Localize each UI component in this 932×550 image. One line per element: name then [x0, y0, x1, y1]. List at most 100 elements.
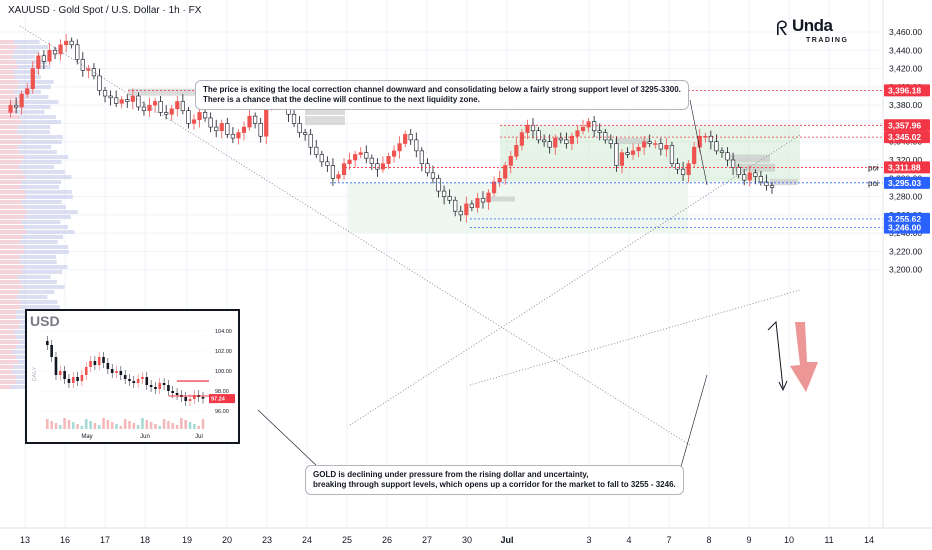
vp-bar — [0, 55, 35, 59]
callout-line — [689, 99, 708, 186]
vp-bar-sell — [0, 315, 17, 319]
inset-volume — [184, 420, 188, 429]
candle-body — [130, 95, 135, 102]
vp-bar-sell — [0, 210, 28, 214]
x-tick: 4 — [626, 535, 631, 545]
inset-body — [132, 381, 136, 383]
vp-bar — [0, 50, 40, 54]
vp-bar — [0, 140, 62, 144]
x-tick: 18 — [140, 535, 150, 545]
vp-bar-sell — [0, 165, 19, 169]
vp-bar — [0, 75, 41, 79]
inset-volume — [171, 423, 175, 429]
inset-body — [97, 357, 101, 365]
candle-body — [380, 163, 386, 170]
candle-body — [519, 132, 524, 146]
candle-body — [608, 139, 613, 144]
candle-body — [186, 110, 191, 124]
vp-bar — [0, 240, 58, 244]
x-tick: 17 — [100, 535, 110, 545]
vp-bar-sell — [0, 215, 25, 219]
candle-body — [125, 99, 130, 102]
candle-body — [414, 139, 419, 152]
vp-bar — [0, 190, 72, 194]
inset-body — [175, 393, 179, 395]
vp-bar — [0, 315, 46, 319]
candle-body — [525, 124, 530, 133]
vp-bar — [0, 220, 61, 224]
inset-volume — [106, 420, 110, 429]
supply-block — [730, 154, 770, 163]
vp-bar-sell — [0, 180, 22, 184]
candle-body — [469, 203, 474, 208]
x-tick: Jul — [500, 535, 513, 545]
inset-volume — [193, 424, 196, 429]
vp-bar — [0, 130, 50, 134]
vp-bar-sell — [0, 365, 14, 369]
vp-bar-sell — [0, 360, 18, 364]
x-tick: 3 — [586, 535, 591, 545]
vp-bar-sell — [0, 65, 18, 69]
zones — [128, 88, 800, 234]
vp-bar-sell — [0, 320, 20, 324]
inset-volume — [46, 419, 49, 429]
candle-body — [219, 123, 224, 132]
candle-body — [636, 146, 641, 152]
inset-volume — [93, 423, 97, 429]
candle-body — [386, 156, 391, 164]
vp-bar-sell — [0, 55, 13, 59]
candle-body — [425, 163, 430, 174]
y-tick: 3,440.00 — [889, 45, 922, 55]
vp-bar-sell — [0, 265, 24, 269]
vp-bar — [0, 285, 65, 289]
candle-body — [464, 203, 469, 216]
candle-body — [347, 159, 352, 164]
inset-body — [50, 345, 53, 357]
inset-body — [115, 371, 118, 373]
note-bottom-line-2: breaking through support levels, which o… — [313, 480, 676, 489]
inset-volume — [136, 425, 140, 429]
inset-title: USD — [30, 313, 60, 329]
candle-body — [264, 106, 269, 137]
inset-volume — [188, 422, 192, 429]
vp-bar — [0, 275, 51, 279]
callout-line — [679, 374, 708, 471]
x-tick: 14 — [864, 535, 874, 545]
inset-body — [162, 383, 166, 385]
inset-body — [149, 385, 153, 387]
vp-bar-sell — [0, 280, 20, 284]
inset-body — [145, 377, 149, 385]
vp-bar-sell — [0, 310, 17, 314]
vp-bar-sell — [0, 140, 22, 144]
vp-bar — [0, 40, 40, 44]
inset-volume — [50, 421, 53, 429]
candle-body — [197, 112, 202, 121]
x-tick: 8 — [706, 535, 711, 545]
vp-bar — [0, 65, 51, 69]
vp-bar-sell — [0, 370, 13, 374]
candle-body — [447, 196, 452, 201]
candle-body — [514, 145, 519, 157]
vp-bar — [0, 100, 59, 104]
candle-body — [175, 101, 180, 110]
inset-body — [93, 361, 97, 365]
vp-bar-sell — [0, 95, 17, 99]
price-label: 3,311.88 — [888, 162, 921, 172]
candle-body — [453, 199, 458, 212]
candle-body — [492, 181, 497, 194]
vp-bar — [0, 290, 55, 294]
vp-bar — [0, 305, 60, 309]
candle-body — [553, 137, 558, 148]
vp-bar-sell — [0, 45, 17, 49]
vp-bar-sell — [0, 260, 20, 264]
vp-bar-sell — [0, 145, 18, 149]
inset-volume — [115, 424, 118, 429]
inset-body — [102, 357, 105, 363]
candle-body — [675, 163, 680, 170]
vp-bar-sell — [0, 185, 21, 189]
vp-bar — [0, 260, 57, 264]
price-label-bg — [884, 221, 930, 234]
inset-body — [171, 391, 175, 393]
vp-bar — [0, 90, 41, 94]
